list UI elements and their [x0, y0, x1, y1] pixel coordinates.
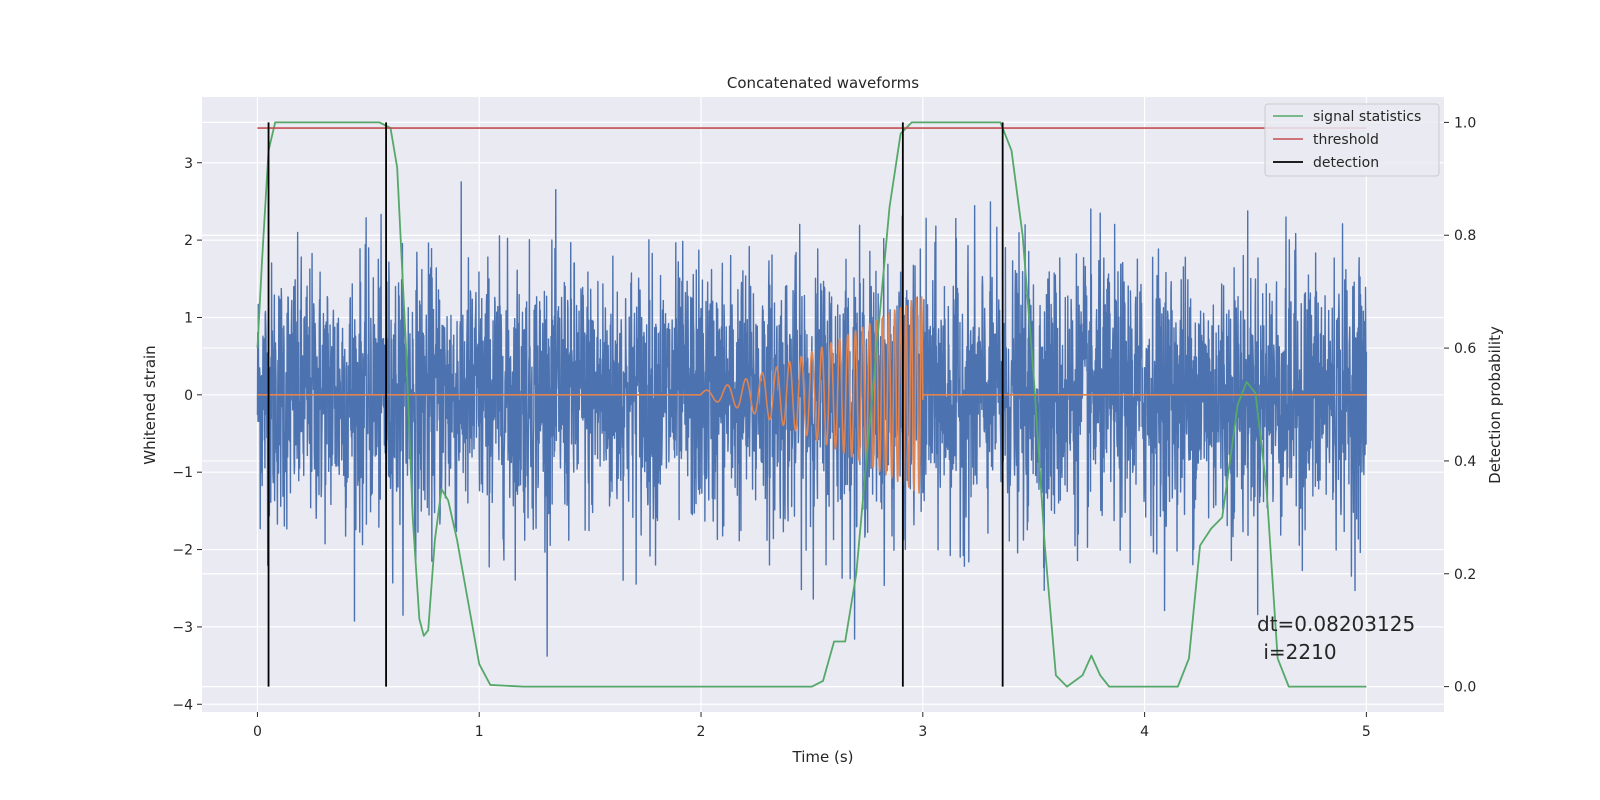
legend-label-threshold: threshold	[1313, 132, 1379, 148]
x-tick-label-5: 5	[1362, 724, 1371, 740]
y-tick-label--1: −1	[172, 465, 193, 481]
x-tick-label-0: 0	[253, 724, 262, 740]
x-axis-label: Time (s)	[792, 748, 854, 766]
annotation-line-i: i=2210	[1257, 640, 1337, 664]
annotation: dt=0.08203125 i=2210	[1257, 612, 1415, 664]
y-tick-label-1: 1	[184, 310, 193, 326]
y2-tick-label-1: 0.2	[1454, 567, 1476, 583]
ticks: 0 1 2 3 4 5 −4 −3 −2 −1 0 1 2 3 0.0 0.2 0.4 0.6 0.8 1.0	[172, 115, 1476, 740]
legend-frame	[1264, 103, 1440, 177]
y-tick-label--2: −2	[172, 543, 193, 559]
y-tick-label-0: 0	[184, 388, 193, 404]
y2-tick-label-2: 0.4	[1454, 454, 1476, 470]
x-tick-label-2: 2	[697, 724, 706, 740]
y-axis-label: Whitened strain	[141, 345, 159, 464]
y-tick-label--4: −4	[172, 697, 193, 713]
x-tick-label-4: 4	[1140, 724, 1149, 740]
series-chirp-line	[257, 296, 1367, 494]
y2-axis-label: Detection probability	[1486, 326, 1504, 484]
y-tick-label-2: 2	[184, 233, 193, 249]
y2-tick-label-0: 0.0	[1454, 680, 1476, 696]
y-tick-label-3: 3	[184, 156, 193, 172]
y2-tick-label-3: 0.6	[1454, 341, 1476, 357]
y-tick-label--3: −3	[172, 620, 193, 636]
legend-label-signal-statistics: signal statistics	[1313, 109, 1421, 125]
data-layer	[256, 121, 1368, 688]
chart-title: Concatenated waveforms	[727, 74, 919, 92]
annotation-line-dt: dt=0.08203125	[1257, 612, 1415, 636]
x-tick-label-1: 1	[475, 724, 484, 740]
legend: signal statistics threshold detection	[1264, 103, 1440, 177]
x-tick-label-3: 3	[918, 724, 927, 740]
legend-label-detection: detection	[1313, 155, 1379, 171]
series-signal-statistics-line	[256, 121, 1367, 688]
series-whitened-strain-line	[256, 181, 1368, 657]
y2-tick-label-5: 1.0	[1454, 115, 1476, 131]
y2-tick-label-4: 0.8	[1454, 228, 1476, 244]
